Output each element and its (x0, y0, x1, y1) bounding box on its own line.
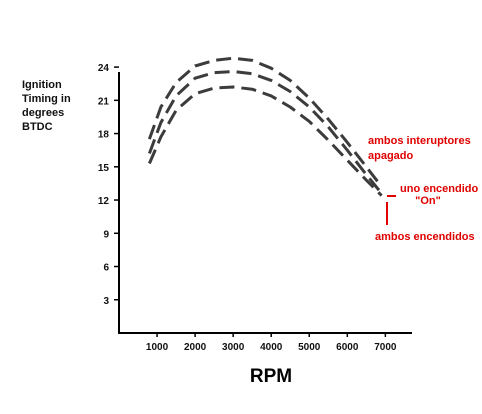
y-axis-title-line: Ignition (22, 79, 62, 91)
y-tick-label: 18 (98, 130, 110, 141)
annotation-one-on: uno encendido "On" (387, 183, 479, 207)
annotation-text: ambos encendidos (375, 231, 475, 243)
y-tick-label: 3 (103, 296, 109, 307)
y-tick-label: 6 (103, 263, 109, 274)
y-axis-title-line: degrees (22, 107, 64, 119)
y-tick-label: 12 (98, 196, 110, 207)
x-tick-label: 2000 (184, 342, 207, 353)
y-axis-title-line: Timing in (22, 93, 71, 105)
y-axis-title-line: BTDC (22, 121, 53, 133)
series-layer (147, 56, 383, 197)
x-tick-label: 7000 (374, 342, 397, 353)
series-line (147, 56, 383, 188)
y-tick-label: 21 (98, 96, 110, 107)
x-tick-label: 1000 (146, 342, 169, 353)
annotation-text: "On" (415, 195, 441, 207)
y-tick-label: 15 (98, 163, 110, 174)
annotation-text: apagado (368, 150, 414, 162)
x-tick-label: 3000 (222, 342, 245, 353)
annotation-text: ambos interuptores (368, 135, 471, 147)
x-axis-ticks: 1000 2000 3000 4000 5000 6000 7000 (146, 333, 397, 353)
x-axis-title: RPM (250, 366, 292, 387)
annotation-both-on: ambos encendidos (375, 202, 475, 243)
annotation-both-off: ambos interuptores apagado (368, 135, 471, 162)
y-tick-label: 24 (98, 63, 110, 74)
y-axis-title: Ignition Timing in degrees BTDC (22, 79, 71, 133)
x-tick-label: 4000 (260, 342, 283, 353)
x-tick-label: 5000 (298, 342, 321, 353)
x-tick-label: 6000 (336, 342, 359, 353)
series-line (147, 70, 383, 195)
y-axis-ticks: 3 6 9 12 15 18 21 24 (98, 63, 119, 307)
annotation-text: uno encendido (400, 183, 479, 195)
y-tick-label: 9 (103, 229, 109, 240)
